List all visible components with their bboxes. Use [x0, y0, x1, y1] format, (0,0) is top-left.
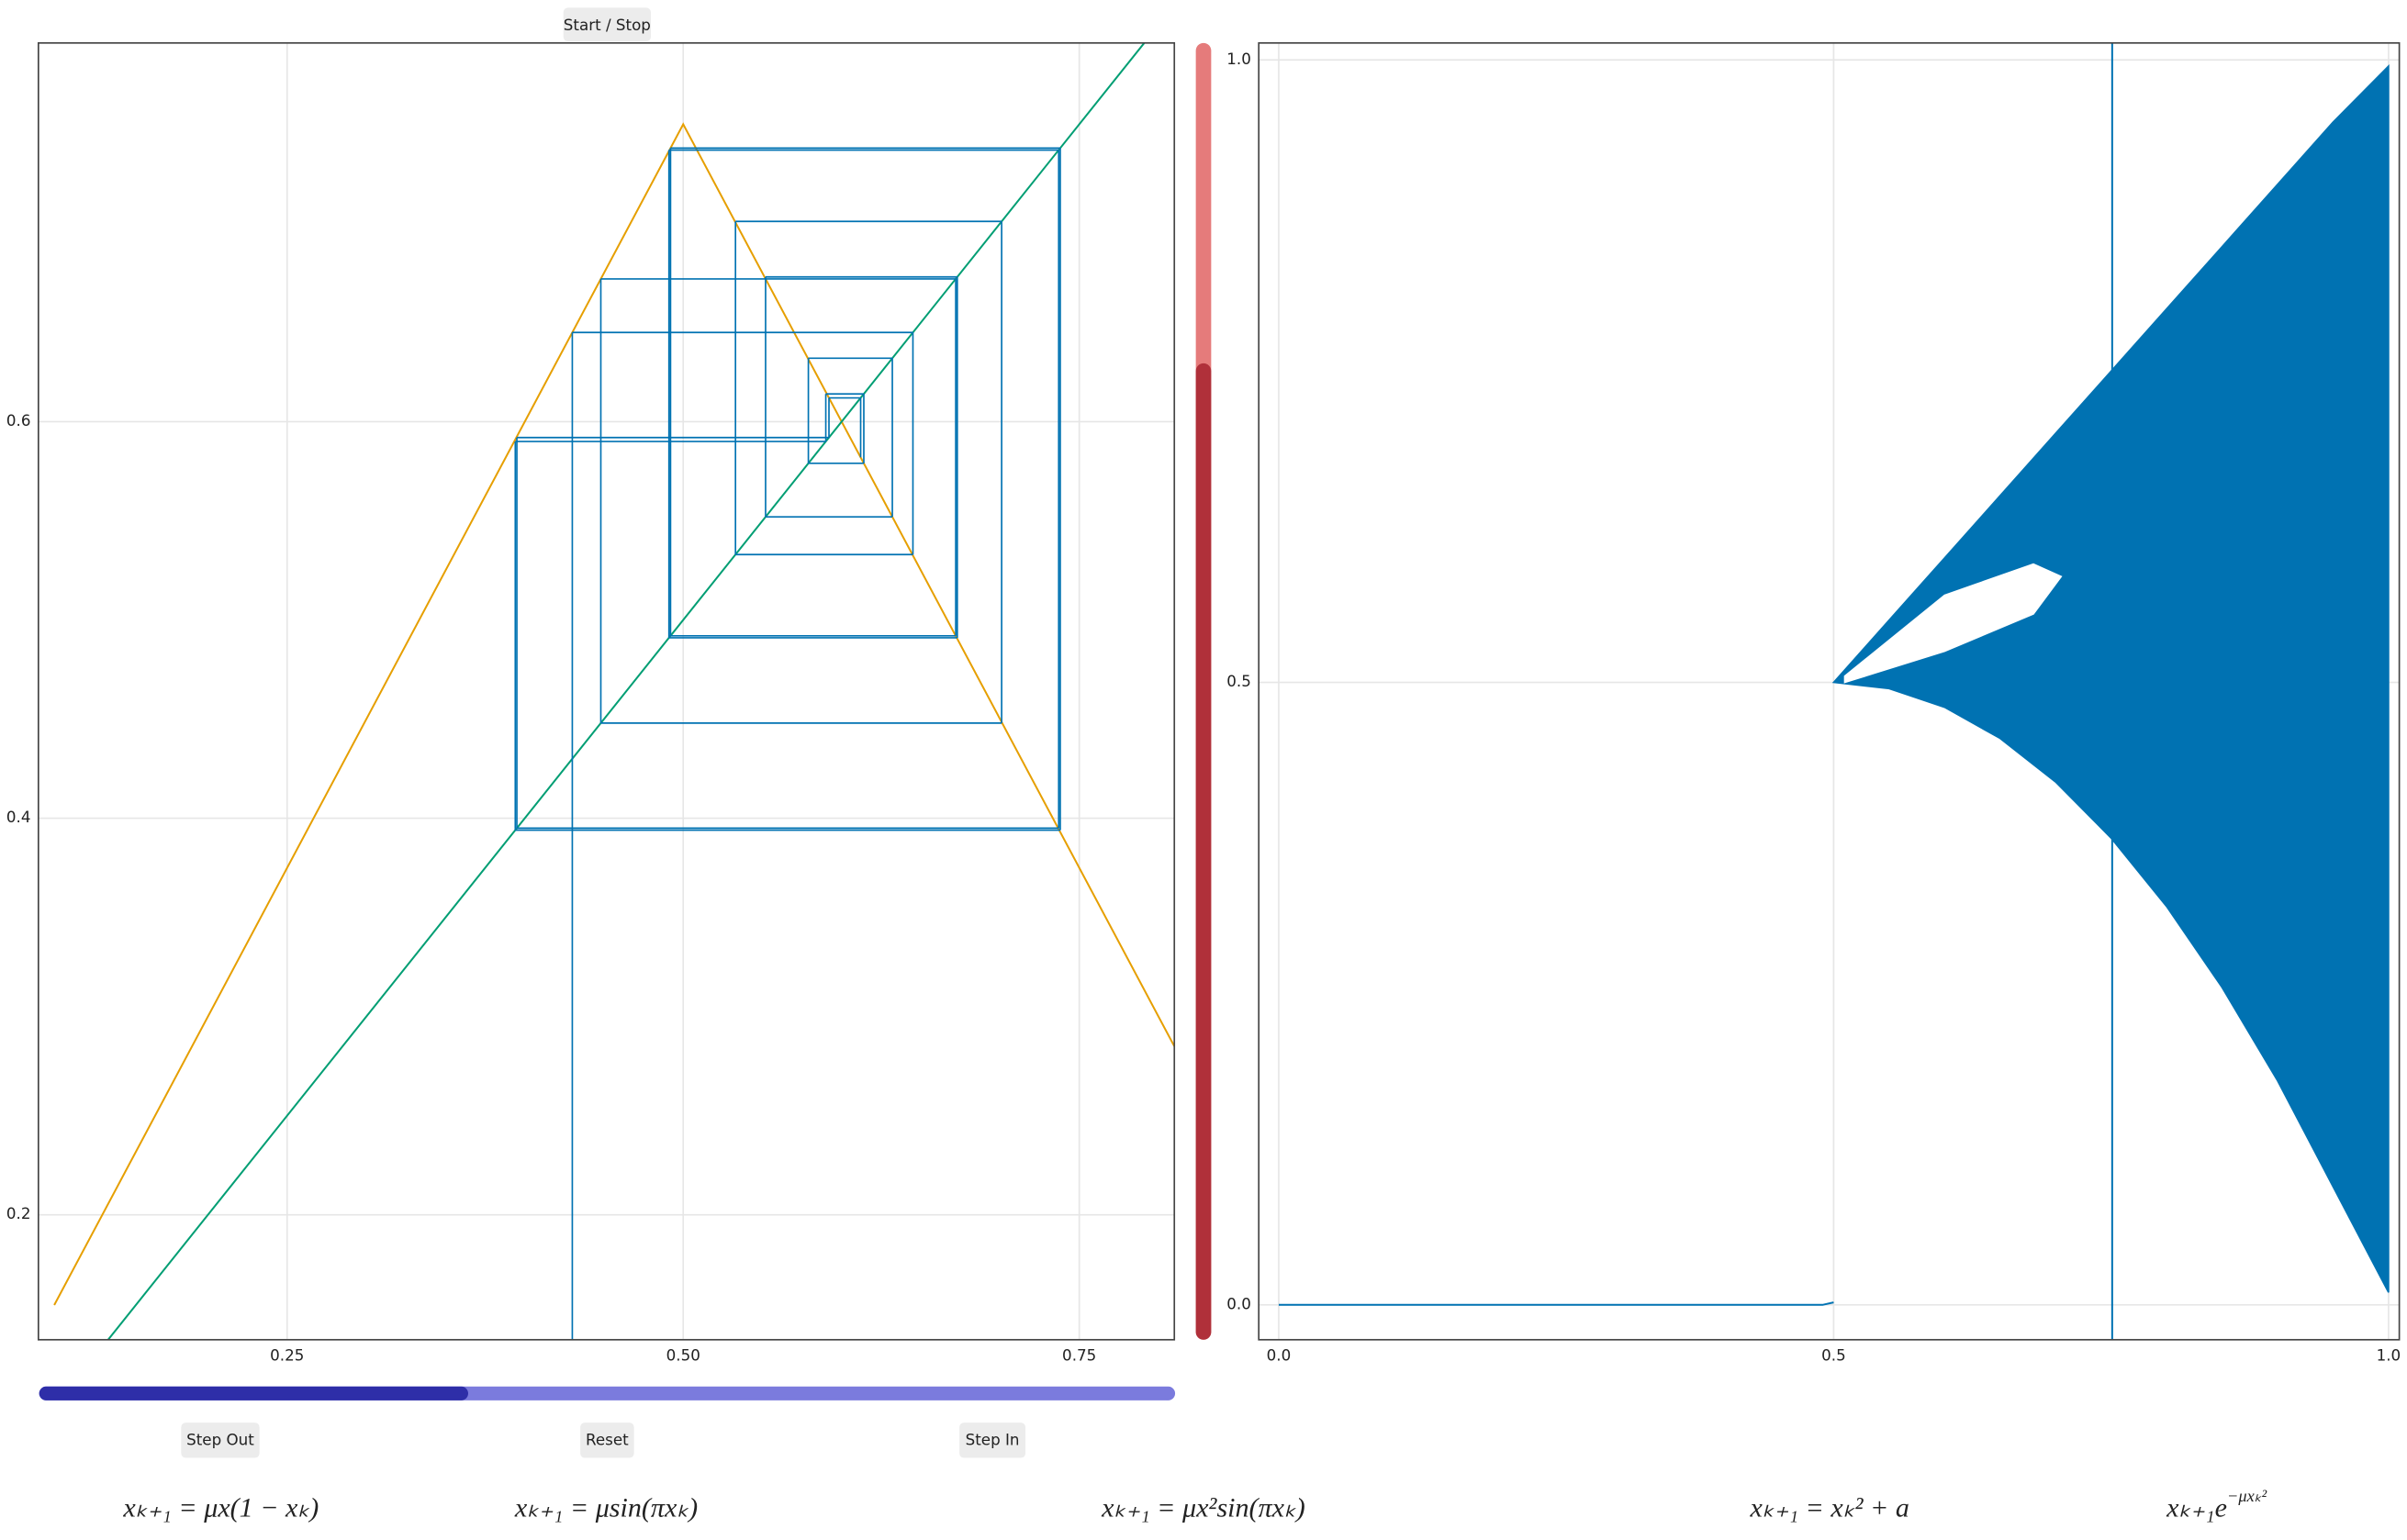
- curve: [106, 42, 1146, 1340]
- curve: [1278, 1301, 1834, 1306]
- curve: [53, 122, 1175, 1306]
- formula: xₖ₊₁e−μxₖ²: [2166, 1487, 2267, 1523]
- formula-text: xₖ₊₁ = μx(1 − xₖ): [122, 1491, 319, 1523]
- y-tick-label: 0.5: [1226, 672, 1251, 690]
- button-label: Step In: [966, 1431, 1020, 1449]
- x-tick-label: 0.50: [666, 1346, 700, 1365]
- button-label: Step Out: [186, 1431, 254, 1449]
- formula: xₖ₊₁ = μx(1 − xₖ): [122, 1491, 319, 1523]
- y-tick-label: 0.2: [6, 1204, 31, 1222]
- y-tick-label: 0.0: [1226, 1294, 1251, 1312]
- bifurcation-band: [1831, 64, 2390, 1293]
- step-out-button[interactable]: [181, 1423, 260, 1458]
- formula-text: xₖ₊₁ = xₖ² + a: [1750, 1491, 1909, 1523]
- x-tick-label: 0.0: [1267, 1346, 1292, 1365]
- button-label: Start / Stop: [564, 16, 651, 34]
- formula: xₖ₊₁ = μx²sin(πxₖ): [1101, 1491, 1305, 1523]
- formula: xₖ₊₁ = μsin(πxₖ): [514, 1491, 698, 1523]
- formula-text: xₖ₊₁ = μx²sin(πxₖ): [1101, 1491, 1305, 1523]
- formula-superscript: −μxₖ²: [2227, 1487, 2267, 1505]
- plot-area: [1259, 42, 2400, 1340]
- formula-text: xₖ₊₁e: [2166, 1491, 2227, 1523]
- x-tick-label: 0.25: [270, 1346, 304, 1365]
- x-tick-label: 0.75: [1062, 1346, 1096, 1365]
- plot-area: [38, 42, 1175, 1340]
- x-tick-label: 0.5: [1821, 1346, 1846, 1365]
- formula: xₖ₊₁ = xₖ² + a: [1750, 1491, 1909, 1523]
- y-tick-label: 0.6: [6, 411, 31, 430]
- x-tick-label: 1.0: [2377, 1346, 2401, 1365]
- start-stop-button[interactable]: [563, 7, 652, 42]
- axes-frame: [38, 41, 1176, 1341]
- step-in-button[interactable]: [959, 1423, 1026, 1458]
- bifurcation-gap: [1843, 563, 2063, 684]
- y-tick-label: 1.0: [1226, 50, 1251, 68]
- axes-frame: [1258, 41, 2401, 1341]
- y-tick-label: 0.4: [6, 808, 31, 826]
- reset-button[interactable]: [580, 1423, 634, 1458]
- button-label: Reset: [586, 1431, 629, 1449]
- formula-text: xₖ₊₁ = μsin(πxₖ): [514, 1491, 698, 1523]
